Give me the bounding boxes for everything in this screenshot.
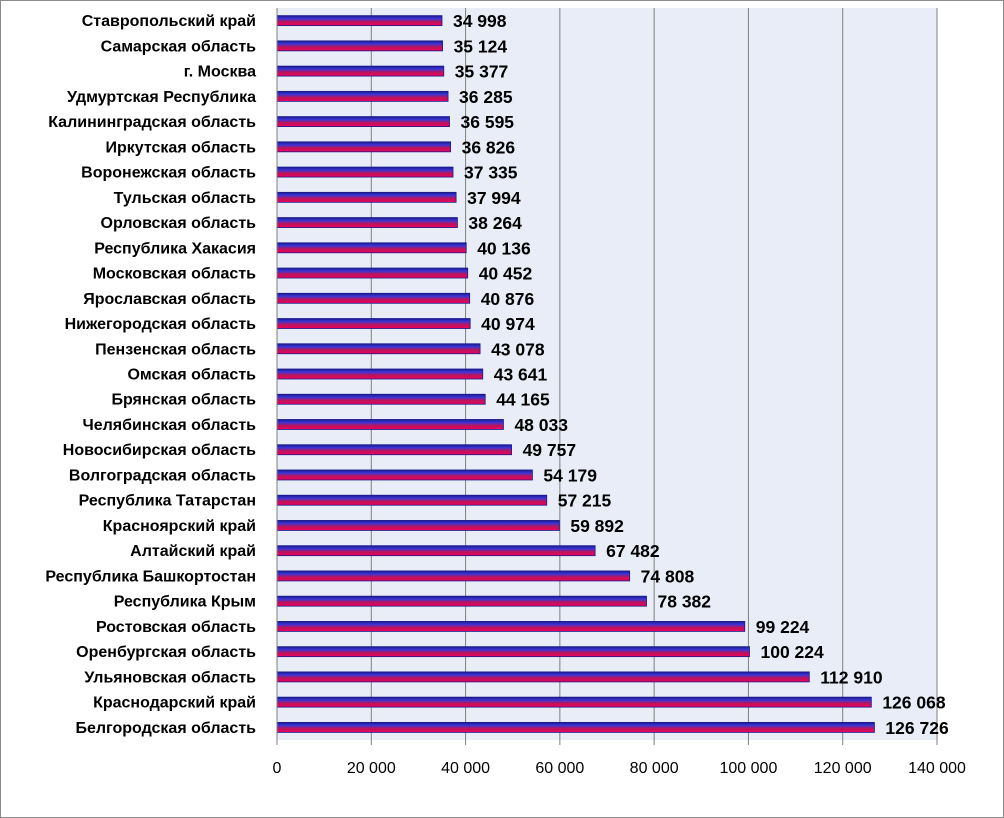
data-label: 126 726 xyxy=(885,718,949,738)
category-label: Ставропольский край xyxy=(82,13,256,30)
bar xyxy=(276,721,875,733)
category-label: Пензенская область xyxy=(95,341,256,358)
bar xyxy=(276,368,484,380)
category-label: Республика Татарстан xyxy=(79,493,256,510)
bar xyxy=(276,116,450,127)
category-label: Калининградская область xyxy=(48,114,256,131)
category-label: Ярославская область xyxy=(83,291,256,308)
data-label: 38 264 xyxy=(468,213,522,233)
bar xyxy=(276,469,533,481)
data-label: 57 215 xyxy=(558,491,612,511)
category-label: Брянская область xyxy=(111,392,256,409)
bar xyxy=(276,90,449,102)
category-label: Республика Хакасия xyxy=(94,240,256,257)
x-tick-label: 60 000 xyxy=(535,760,584,777)
category-label: Тульская область xyxy=(114,190,256,207)
bar xyxy=(276,646,750,658)
data-label: 40 876 xyxy=(481,289,535,309)
data-label: 100 224 xyxy=(760,642,824,662)
data-label: 74 808 xyxy=(641,566,695,586)
category-label: Новосибирская область xyxy=(63,442,256,459)
category-label: Иркутская область xyxy=(106,139,257,156)
bar xyxy=(276,166,454,178)
bar xyxy=(276,696,872,708)
data-label: 43 641 xyxy=(494,365,548,385)
category-label: Самарская область xyxy=(101,38,257,55)
bar xyxy=(276,292,471,304)
bar xyxy=(276,570,631,582)
data-label: 49 757 xyxy=(523,440,577,460)
data-label: 36 595 xyxy=(461,112,515,132)
bar xyxy=(276,343,481,355)
category-label: Нижегородская область xyxy=(65,316,257,333)
data-label: 35 124 xyxy=(454,36,508,56)
category-label: Орловская область xyxy=(101,215,257,232)
category-label: Московская область xyxy=(93,266,256,283)
category-label: Ульяновская область xyxy=(84,669,256,686)
category-label: Челябинская область xyxy=(83,417,257,434)
category-labels: Ставропольский край Самарская область г. М… xyxy=(45,13,256,737)
x-tick-label: 140 000 xyxy=(908,760,966,777)
value-labels: 34 998 35 124 35 377 36 285 36 595 36 826 37 3… xyxy=(453,11,949,738)
category-label: г. Москва xyxy=(184,64,256,81)
bar xyxy=(276,242,467,254)
x-tick-label: 40 000 xyxy=(441,760,490,777)
x-tick-label: 80 000 xyxy=(630,760,679,777)
category-label: Алтайский край xyxy=(130,543,256,560)
data-label: 40 974 xyxy=(481,314,535,334)
bar xyxy=(276,318,471,329)
data-label: 37 994 xyxy=(467,188,521,208)
bar xyxy=(276,217,458,228)
data-label: 40 452 xyxy=(479,264,533,284)
data-label: 99 224 xyxy=(756,617,810,637)
bar xyxy=(276,545,596,557)
bar xyxy=(276,141,452,153)
data-label: 126 068 xyxy=(882,693,946,713)
data-label: 54 179 xyxy=(543,465,597,485)
data-label: 36 826 xyxy=(462,137,516,157)
x-tick-label: 100 000 xyxy=(720,760,778,777)
bar xyxy=(276,419,504,430)
data-label: 43 078 xyxy=(491,339,545,359)
x-tick-label: 0 xyxy=(273,760,282,777)
category-label: Красноярский край xyxy=(103,518,256,535)
category-label: Удмуртская Республика xyxy=(67,89,256,106)
x-tick-label: 120 000 xyxy=(814,760,872,777)
bar xyxy=(276,671,810,683)
bar xyxy=(276,40,443,52)
data-label: 59 892 xyxy=(570,516,624,536)
category-label: Оренбургская область xyxy=(76,644,256,661)
category-label: Республика Крым xyxy=(114,594,256,611)
data-label: 44 165 xyxy=(496,390,550,410)
data-label: 36 285 xyxy=(459,87,513,107)
x-axis-ticks: 0 20 000 40 000 60 000 80 000 100 000 120 000 1… xyxy=(273,760,966,777)
bar xyxy=(276,393,486,405)
bar xyxy=(276,191,457,203)
data-label: 40 136 xyxy=(477,238,531,258)
category-label: Воронежская область xyxy=(81,165,256,182)
data-label: 37 335 xyxy=(464,163,518,183)
bar xyxy=(276,267,469,279)
bar xyxy=(276,621,746,632)
bar xyxy=(276,494,548,506)
data-label: 112 910 xyxy=(820,667,883,687)
data-label: 48 033 xyxy=(514,415,568,435)
category-label: Ростовская область xyxy=(96,619,256,636)
data-label: 78 382 xyxy=(658,592,712,612)
category-label: Краснодарский край xyxy=(93,695,256,712)
data-label: 35 377 xyxy=(455,62,509,82)
bar xyxy=(276,65,445,77)
category-label: Омская область xyxy=(127,367,256,384)
data-label: 34 998 xyxy=(453,11,507,31)
bar xyxy=(276,595,647,607)
bar xyxy=(276,520,560,531)
category-label: Белгородская область xyxy=(75,720,256,737)
data-label: 67 482 xyxy=(606,541,660,561)
category-label: Волгоградская область xyxy=(69,467,256,484)
bar xyxy=(276,444,512,456)
category-label: Республика Башкортостан xyxy=(45,568,256,585)
x-tick-label: 20 000 xyxy=(347,760,396,777)
bar xyxy=(276,15,443,27)
